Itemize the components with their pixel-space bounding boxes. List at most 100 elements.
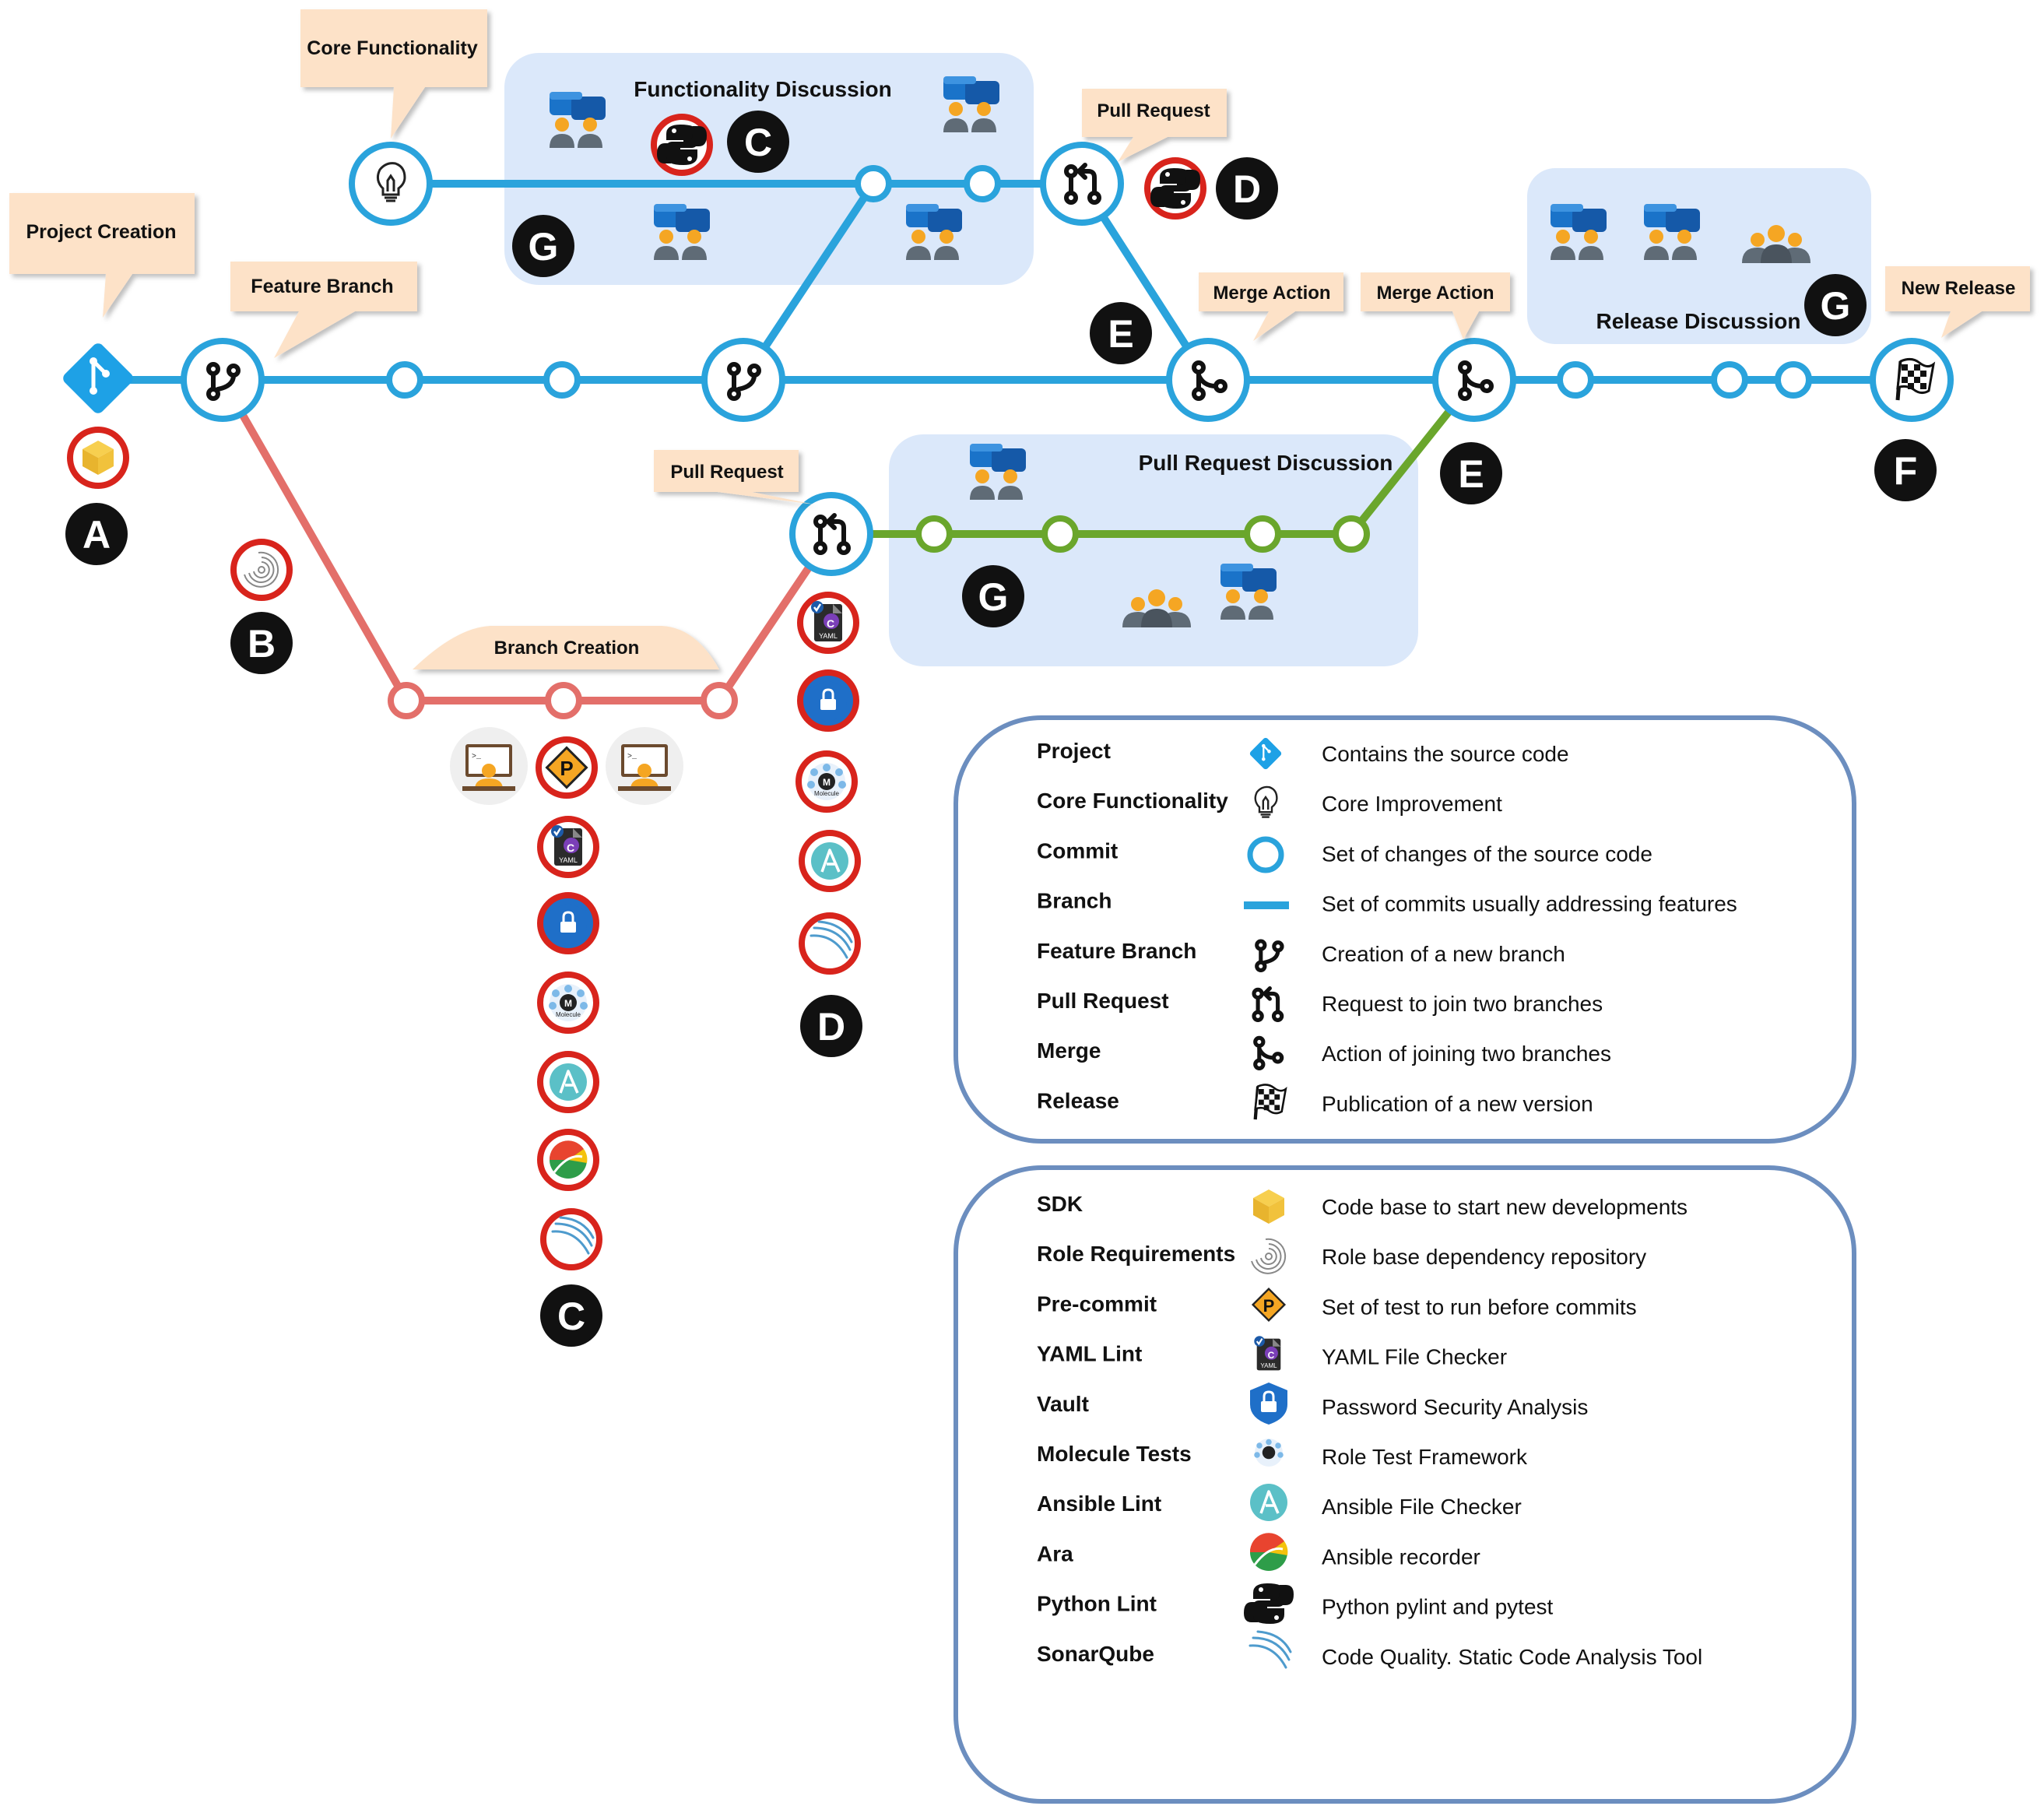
sonarqube-tool[interactable]	[799, 912, 861, 975]
commit-circle[interactable]	[1557, 361, 1594, 399]
legend-term: SonarQube	[1037, 1642, 1154, 1666]
marker-e: E	[1440, 442, 1502, 504]
python-lint-tool[interactable]	[651, 114, 713, 176]
commit-circle[interactable]	[964, 165, 1001, 202]
yaml-letter: C	[567, 842, 574, 854]
ara-icon	[1249, 1531, 1289, 1572]
legend-description: Code Quality. Static Code Analysis Tool	[1322, 1645, 1702, 1669]
svg-text:F: F	[1894, 449, 1918, 493]
yaml-lint-tool[interactable]: C YAML	[537, 816, 599, 878]
commit-circle[interactable]	[1775, 361, 1812, 399]
legend-term: Molecule Tests	[1037, 1442, 1192, 1466]
legend-description: Request to join two branches	[1322, 992, 1603, 1016]
ansible-lint-tool[interactable]	[799, 830, 861, 892]
marker-e: E	[1090, 302, 1152, 364]
callout-branch-creation-label: Branch Creation	[494, 638, 640, 659]
marker-d: D	[800, 995, 862, 1057]
legend-term: Branch	[1037, 889, 1112, 913]
callout-merge-action-2	[1361, 272, 1510, 339]
functionality-discussion-title: Functionality Discussion	[634, 77, 891, 101]
merge-node[interactable]	[1432, 338, 1516, 422]
callout-core-functionality-label: Core Functionality	[307, 37, 478, 59]
callout-core-functionality	[300, 9, 487, 139]
legend-description: Code base to start new developments	[1322, 1195, 1688, 1219]
yaml-lint-icon: C YAML	[1253, 1335, 1282, 1372]
legend-description: Set of changes of the source code	[1322, 842, 1652, 866]
ara-tool[interactable]	[537, 1129, 599, 1191]
marker-g: G	[512, 215, 574, 277]
release-discussion-box	[1527, 168, 1871, 344]
commit-circle[interactable]	[1041, 515, 1079, 553]
sonarqube-tool[interactable]	[540, 1208, 602, 1270]
legend-description: Ansible recorder	[1322, 1544, 1480, 1569]
svg-text:E: E	[1458, 452, 1484, 496]
legend-term: Core Functionality	[1037, 789, 1228, 813]
legend-term: Release	[1037, 1088, 1119, 1112]
legend-term: YAML Lint	[1037, 1342, 1142, 1366]
ara-icon	[548, 1139, 588, 1180]
legend-description: Set of commits usually addressing featur…	[1322, 892, 1737, 916]
ansible-lint-tool[interactable]	[537, 1051, 599, 1113]
commit-circle[interactable]	[543, 361, 581, 399]
legend-term: Ara	[1037, 1541, 1073, 1565]
commit-circle[interactable]	[388, 682, 425, 719]
release-discussion-title: Release Discussion	[1596, 309, 1800, 333]
commit-circle[interactable]	[545, 682, 582, 719]
legend-term: Feature Branch	[1037, 939, 1196, 963]
marker-a: A	[65, 503, 128, 565]
marker-c: C	[540, 1284, 602, 1347]
marker-g: G	[962, 565, 1024, 627]
svg-text:G: G	[1821, 284, 1851, 328]
merge-node[interactable]	[1166, 338, 1250, 422]
legend-description: Role base dependency repository	[1322, 1245, 1646, 1269]
ansible-icon	[1249, 1482, 1289, 1523]
yaml-lint-tool[interactable]: C YAML	[797, 592, 859, 654]
git-project-icon[interactable]	[61, 341, 135, 416]
commit-circle[interactable]	[1244, 515, 1281, 553]
core-functionality-node[interactable]	[349, 142, 433, 226]
legend-term: SDK	[1037, 1192, 1083, 1216]
python-lint-tool[interactable]	[1144, 157, 1206, 220]
ansible-icon	[548, 1062, 588, 1102]
pre-commit-tool[interactable]: P	[536, 736, 598, 799]
svg-text:A: A	[83, 513, 111, 557]
callout-branch-creation	[413, 626, 719, 669]
role-requirements-tool[interactable]	[230, 539, 293, 601]
legend-tools-panel	[954, 1165, 1856, 1804]
pull-request-node[interactable]	[789, 492, 873, 576]
marker-g: G	[1804, 274, 1867, 336]
callout-merge-action-1-label: Merge Action	[1213, 283, 1330, 304]
legend-description: Publication of a new version	[1322, 1091, 1593, 1116]
commit-circle[interactable]	[855, 165, 892, 202]
commit-circle[interactable]	[1333, 515, 1370, 553]
legend-description: Core Improvement	[1322, 792, 1502, 816]
legend-description: Python pylint and pytest	[1322, 1595, 1554, 1619]
vault-tool[interactable]	[797, 669, 859, 732]
svg-text:G: G	[978, 575, 1009, 619]
callout-merge-action-1	[1199, 272, 1343, 341]
molecule-tool[interactable]: M Molecule	[795, 750, 858, 813]
legend-description: Ansible File Checker	[1322, 1495, 1522, 1519]
legend-term: Vault	[1037, 1392, 1089, 1416]
yaml-word: YAML	[559, 856, 578, 864]
feature-branch-node[interactable]	[701, 338, 785, 422]
commit-circle[interactable]	[701, 682, 738, 719]
commit-circle[interactable]	[386, 361, 423, 399]
legend-description: Action of joining two branches	[1322, 1042, 1611, 1066]
legend-term: Ansible Lint	[1037, 1492, 1161, 1516]
yaml-word: YAML	[1260, 1362, 1277, 1369]
legend-description: Set of test to run before commits	[1322, 1295, 1637, 1319]
vault-tool[interactable]	[537, 892, 599, 954]
svg-text:E: E	[1108, 312, 1133, 356]
legend-term: Merge	[1037, 1038, 1101, 1063]
commit-circle[interactable]	[915, 515, 953, 553]
commit-circle[interactable]	[1711, 361, 1748, 399]
molecule-tool[interactable]: M Molecule	[537, 972, 599, 1034]
legend-term: Project	[1037, 739, 1111, 763]
legend-term: Role Requirements	[1037, 1242, 1235, 1266]
sdk-tool[interactable]	[67, 427, 129, 489]
feature-branch-node[interactable]	[181, 338, 265, 422]
callout-new-release	[1885, 266, 2030, 338]
pull-request-node[interactable]	[1040, 142, 1124, 226]
legend-description: Contains the source code	[1322, 742, 1569, 766]
